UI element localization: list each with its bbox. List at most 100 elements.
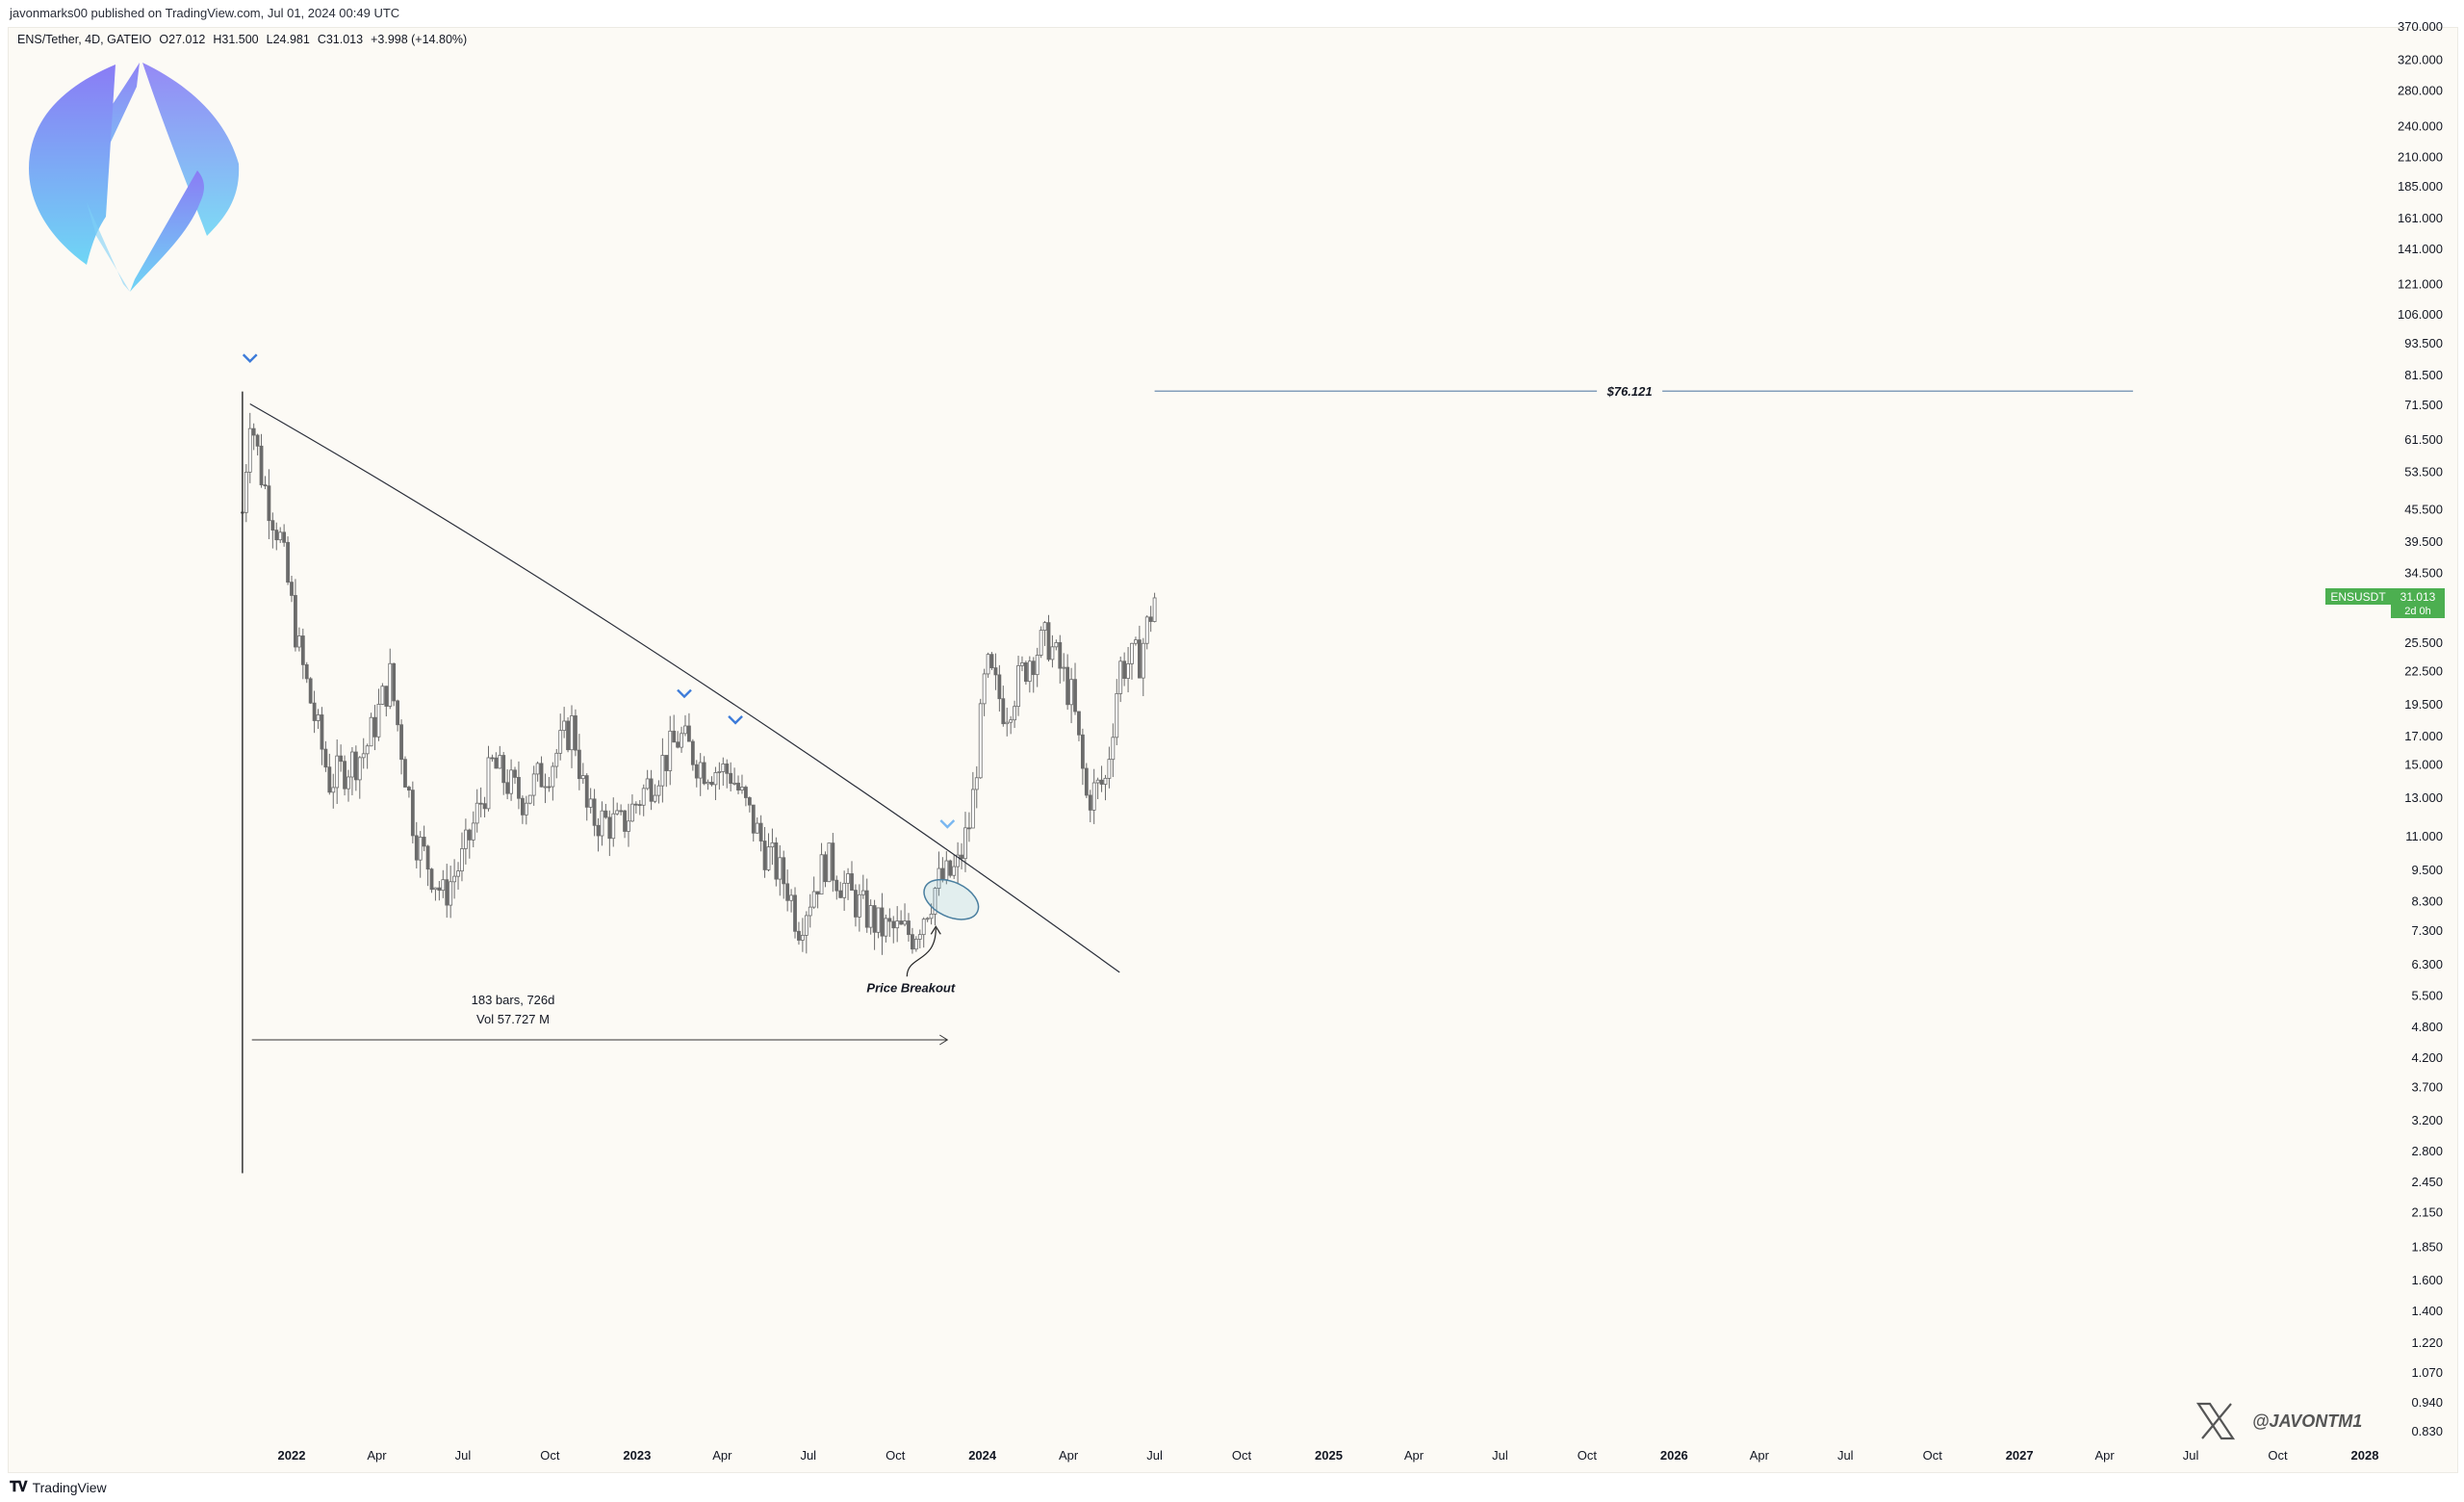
candle-body [437,887,442,892]
candle-body [1020,661,1024,666]
candle-body [770,842,775,848]
x-tick-label: 2026 [1660,1448,1688,1463]
candle-body [721,764,726,772]
candle-body [308,678,313,704]
candle-body [782,857,786,885]
candlestick-series [240,391,1157,1174]
y-tick-label: 1.220 [2411,1335,2443,1350]
candle-body [524,802,528,816]
candle-body [1016,664,1020,708]
x-tick-label: 2022 [278,1448,306,1463]
candle-body [846,873,850,884]
candle-body [570,715,574,751]
candle-body [365,745,370,755]
candle-body [823,854,828,883]
tradingview-brand[interactable]: 𝐓𝐕 TradingView [10,1479,107,1495]
y-tick-label: 161.000 [2398,211,2443,225]
candle-body [509,769,513,794]
candle-body [543,786,548,789]
candle-body [880,907,885,937]
candle-body [937,868,941,889]
candle-body [596,824,601,837]
candle-body [827,842,832,883]
y-tick-label: 240.000 [2398,119,2443,134]
candle-body [917,934,922,940]
breakout-label: Price Breakout [866,980,955,995]
candle-body [804,915,808,936]
price-tag-countdown: 2d 0h [2404,606,2431,617]
candle-body [1084,767,1089,796]
candle-body [339,755,344,763]
watermark-text: @JAVONTM1 [2252,1411,2362,1431]
y-tick-label: 22.500 [2404,664,2443,679]
time-axis[interactable]: 2022 Apr Jul Oct 2023 Apr Jul Oct 2024 Apr Jul Oct 2… [278,1448,2379,1463]
y-tick-label: 1.400 [2411,1304,2443,1318]
breakout-ellipse [923,878,980,920]
candle-body [956,854,961,868]
candle-body [346,776,350,790]
x-tick-label: Jul [1837,1448,1854,1463]
price-axis[interactable]: 370.000 320.000 280.000 240.000 210.000 185.0… [2398,19,2443,1438]
candle-body [1005,721,1010,725]
x-tick-label: Oct [540,1448,560,1463]
candle-body [1073,679,1077,712]
marker-chevron-icon [939,819,956,829]
y-tick-label: 4.800 [2411,1020,2443,1034]
x-tick-label: 2023 [623,1448,651,1463]
candle-body [513,769,517,778]
candle-body [343,761,346,790]
brand-label: TradingView [32,1479,107,1495]
candle-body [498,755,502,769]
y-tick-label: 11.000 [2405,829,2443,843]
candle-body [668,730,673,771]
candle-body [580,775,585,780]
candle-body [808,906,812,917]
y-tick-label: 45.500 [2404,502,2443,516]
candle-body [1122,660,1127,679]
candle-body [463,829,468,849]
candle-body [353,751,358,781]
y-tick-label: 34.500 [2404,565,2443,580]
trendline [249,402,1120,973]
candle-body [247,427,252,473]
candle-body [637,804,642,806]
x-tick-label: Jul [800,1448,816,1463]
candle-body [422,837,426,847]
candle-body [372,716,377,738]
chart-pane[interactable] [8,27,2458,1473]
candle-body [793,894,797,932]
candle-body [785,883,790,901]
x-tick-label: Apr [712,1448,732,1463]
candle-body [478,802,483,805]
candle-body [562,720,567,732]
candle-body [736,782,740,791]
price-tag-value: 31.013 [2400,590,2436,604]
marker-chevron-icon [242,353,258,363]
candle-body [547,786,552,789]
x-tick-label: 2025 [1315,1448,1343,1463]
candle-body [331,787,336,793]
candle-body [857,893,861,918]
candle-body [388,662,393,707]
candle-body [887,918,892,922]
candle-body [800,935,805,941]
y-tick-label: 8.300 [2411,893,2443,908]
candle-body [725,764,730,774]
level-label: $76.121 [1606,384,1653,399]
candle-body [384,686,389,707]
candle-body [717,770,722,773]
candle-body [1095,779,1100,784]
y-tick-label: 370.000 [2398,19,2443,34]
candle-body [1080,734,1085,769]
candle-body [588,798,593,808]
candle-body [989,654,994,668]
candle-body [1069,679,1073,706]
x-tick-label: Oct [2268,1448,2288,1463]
y-tick-label: 121.000 [2398,276,2443,291]
candle-body [997,674,1002,700]
candle-body [729,772,733,784]
candle-body [660,755,665,787]
candle-body [418,837,423,861]
candle-body [403,759,407,788]
